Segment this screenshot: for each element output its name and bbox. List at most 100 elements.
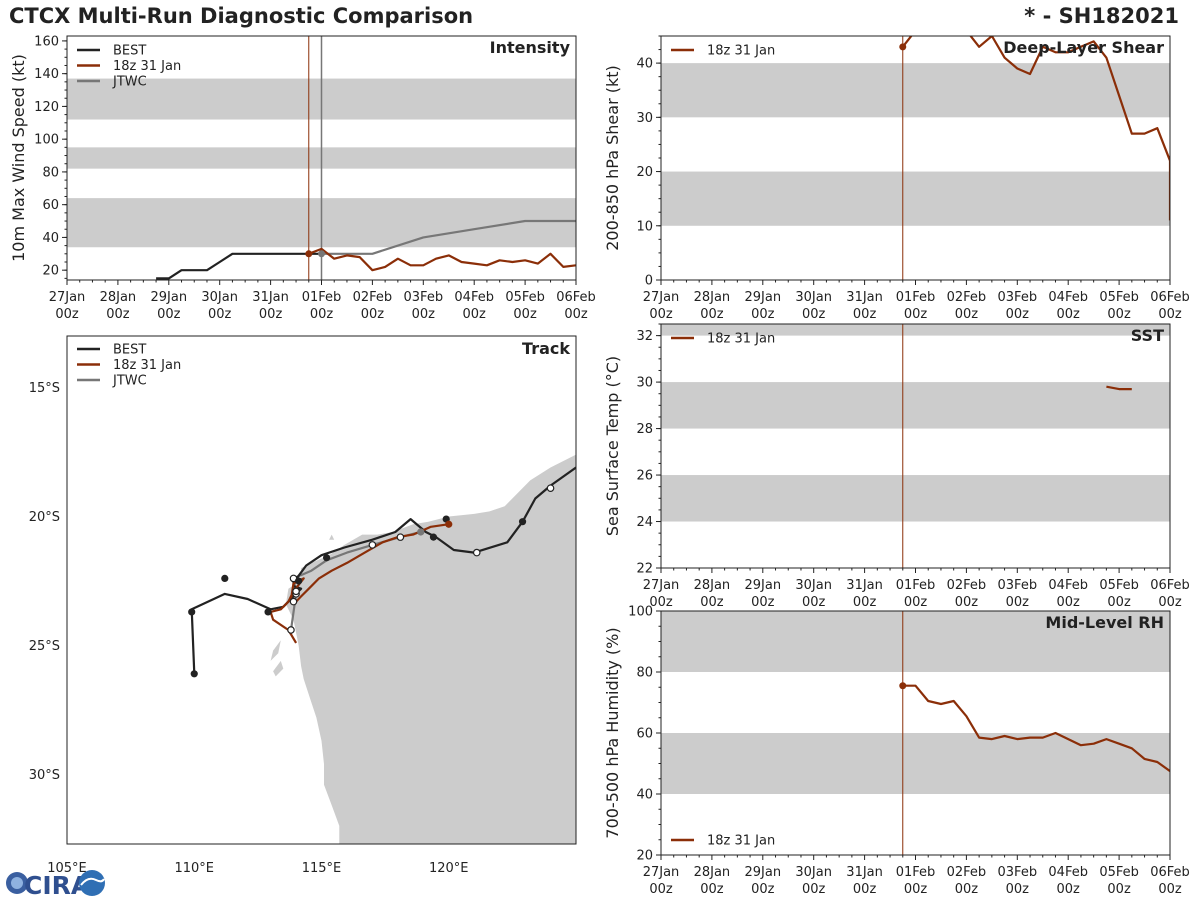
intensity-xtick-label-hour: 00z	[310, 307, 334, 322]
intensity-ytick-label: 140	[34, 67, 59, 82]
rh-ytick-label: 20	[636, 849, 653, 864]
track-lon-label: 120°E	[429, 861, 469, 876]
rh-xtick-label: 05Feb	[1099, 865, 1139, 880]
sst-frame	[660, 323, 1171, 569]
rh-marker	[899, 682, 907, 690]
intensity-xtick-label-hour: 00z	[564, 307, 588, 322]
shear-ylabel: 200-850 hPa Shear (kt)	[603, 65, 622, 251]
shear-xtick-label-hour: 00z	[1107, 307, 1131, 322]
shear-xtick-label: 05Feb	[1099, 290, 1139, 305]
rh-xtick-label: 06Feb	[1150, 865, 1190, 880]
track-position-marker	[445, 520, 453, 528]
track-position-marker	[429, 533, 438, 541]
shear-xtick-label: 31Jan	[846, 290, 883, 305]
rh-xtick-label: 31Jan	[846, 865, 883, 880]
intensity-ytick-label: 40	[42, 231, 59, 246]
rh-xtick-label-hour: 00z	[1057, 882, 1081, 897]
rh-xtick-label-hour: 00z	[1158, 882, 1182, 897]
intensity-legend-label: JTWC	[112, 75, 147, 90]
shear-xtick-label: 27Jan	[643, 290, 680, 305]
rh-xtick-label-hour: 00z	[700, 882, 724, 897]
intensity-xtick-label-hour: 00z	[259, 307, 283, 322]
shear-band	[661, 171, 1170, 226]
rh-xtick-label: 02Feb	[947, 865, 987, 880]
sst-xtick-label: 04Feb	[1048, 578, 1088, 593]
track-forecast-marker	[292, 587, 300, 596]
track-forecast-marker	[472, 548, 481, 557]
rh-xtick-label-hour: 00z	[955, 882, 979, 897]
sst-ylabel: Sea Surface Temp (°C)	[603, 356, 622, 536]
intensity-marker	[318, 250, 325, 258]
track-position-marker	[322, 554, 331, 562]
rh-xtick-label: 30Jan	[795, 865, 832, 880]
sst-xtick-label-hour: 00z	[1107, 595, 1131, 610]
track-series-best	[190, 466, 576, 674]
intensity-series-18z-31-jan	[308, 247, 576, 272]
rh-xtick-label-hour: 00z	[1006, 882, 1030, 897]
rh-band	[661, 611, 1170, 672]
track-forecast-marker	[287, 626, 295, 634]
track-panel: 105°E 110°E 115°E 120°E 15°S 20°S 25°S 30°S Trac…	[29, 335, 577, 876]
island-landmass	[273, 660, 284, 677]
intensity-ytick-label: 80	[42, 165, 59, 180]
rh-ytick-label: 60	[636, 727, 653, 742]
track-lat-label: 30°S	[29, 768, 60, 783]
track-lon-label: 105°E	[47, 861, 87, 876]
shear-xtick-label-hour: 00z	[853, 307, 877, 322]
shear-xtick-label-hour: 00z	[751, 307, 775, 322]
intensity-xtick-label: 05Feb	[505, 290, 545, 305]
shear-marker	[899, 43, 907, 51]
shear-xtick-label: 06Feb	[1150, 290, 1190, 305]
intensity-xtick-label: 31Jan	[252, 290, 289, 305]
track-forecast-marker	[368, 541, 377, 549]
sst-series-18z-31-jan	[1106, 385, 1132, 391]
rh-legend-label: 18z 31 Jan	[707, 834, 775, 849]
track-lat-label: 25°S	[29, 639, 60, 654]
intensity-xtick-label: 03Feb	[404, 290, 444, 305]
track-position-marker	[264, 608, 272, 616]
shear-xtick-label-hour: 00z	[700, 307, 724, 322]
rh-xtick-label: 04Feb	[1048, 865, 1088, 880]
sst-xtick-label-hour: 00z	[802, 595, 826, 610]
track-series-18z-31-jan	[269, 523, 449, 644]
shear-xtick-label-hour: 00z	[1006, 307, 1030, 322]
sst-xtick-label-hour: 00z	[649, 595, 673, 610]
shear-xtick-label: 02Feb	[947, 290, 987, 305]
island-landmass	[329, 534, 335, 540]
shear-xtick-label: 30Jan	[795, 290, 832, 305]
sst-xtick-label: 30Jan	[795, 578, 832, 593]
intensity-ytick-label: 160	[34, 34, 59, 49]
intensity-xtick-label: 27Jan	[49, 290, 86, 305]
track-position-marker	[518, 518, 527, 526]
shear-series-18z-31-jan	[901, 36, 1170, 221]
track-lat-label: 20°S	[29, 510, 60, 525]
sst-xtick-label-hour: 00z	[751, 595, 775, 610]
intensity-series-best	[156, 252, 322, 280]
shear-xtick-label-hour: 00z	[955, 307, 979, 322]
intensity-xtick-label-hour: 00z	[208, 307, 232, 322]
sst-ytick-label: 24	[636, 515, 653, 530]
rh-plot-area	[661, 611, 1170, 855]
intensity-xtick-label: 02Feb	[353, 290, 393, 305]
rh-series-18z-31-jan	[902, 684, 1170, 772]
shear-xtick-label-hour: 00z	[1057, 307, 1081, 322]
track-legend-label: BEST	[113, 343, 146, 358]
shear-panel: 0 10 20 30 40 27Jan 00z 28Jan 00z 29Jan 00z 30Jan 00…	[603, 35, 1190, 322]
shear-xtick-label: 03Feb	[998, 290, 1038, 305]
intensity-xtick-label: 28Jan	[100, 290, 137, 305]
track-lon-label: 115°E	[302, 861, 342, 876]
sst-legend-label: 18z 31 Jan	[707, 332, 775, 347]
intensity-plot-area	[67, 36, 576, 280]
shear-band	[661, 63, 1170, 118]
rh-ytick-label: 40	[636, 788, 653, 803]
rh-xtick-label-hour: 00z	[904, 882, 928, 897]
rh-xtick-label: 27Jan	[643, 865, 680, 880]
shear-xtick-label-hour: 00z	[904, 307, 928, 322]
sst-plot-area	[661, 324, 1170, 568]
storm-id: * - SH182021	[1024, 4, 1179, 28]
rh-xtick-label: 29Jan	[745, 865, 782, 880]
track-position-marker	[294, 577, 303, 585]
track-forecast-marker	[289, 597, 298, 606]
intensity-xtick-label-hour: 00z	[463, 307, 487, 322]
